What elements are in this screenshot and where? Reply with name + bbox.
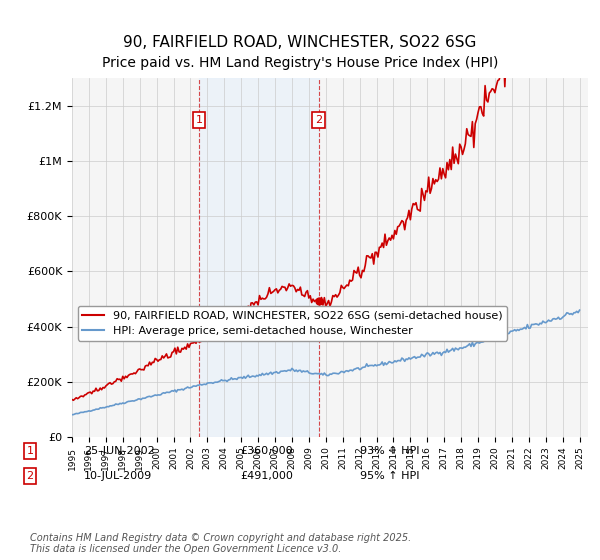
Text: 1: 1 bbox=[196, 115, 202, 125]
Text: 93% ↑ HPI: 93% ↑ HPI bbox=[360, 446, 419, 456]
Text: 10-JUL-2009: 10-JUL-2009 bbox=[84, 471, 152, 481]
Legend: 90, FAIRFIELD ROAD, WINCHESTER, SO22 6SG (semi-detached house), HPI: Average pri: 90, FAIRFIELD ROAD, WINCHESTER, SO22 6SG… bbox=[77, 306, 507, 340]
Text: 1: 1 bbox=[26, 446, 34, 456]
Text: 95% ↑ HPI: 95% ↑ HPI bbox=[360, 471, 419, 481]
Text: 2: 2 bbox=[26, 471, 34, 481]
Text: 2: 2 bbox=[315, 115, 322, 125]
Bar bbox=[199, 78, 319, 437]
Text: Contains HM Land Registry data © Crown copyright and database right 2025.
This d: Contains HM Land Registry data © Crown c… bbox=[30, 533, 411, 554]
Text: £491,000: £491,000 bbox=[240, 471, 293, 481]
Text: 25-JUN-2002: 25-JUN-2002 bbox=[84, 446, 155, 456]
Text: £360,000: £360,000 bbox=[240, 446, 293, 456]
Text: Price paid vs. HM Land Registry's House Price Index (HPI): Price paid vs. HM Land Registry's House … bbox=[102, 56, 498, 70]
Text: 90, FAIRFIELD ROAD, WINCHESTER, SO22 6SG: 90, FAIRFIELD ROAD, WINCHESTER, SO22 6SG bbox=[124, 35, 476, 50]
